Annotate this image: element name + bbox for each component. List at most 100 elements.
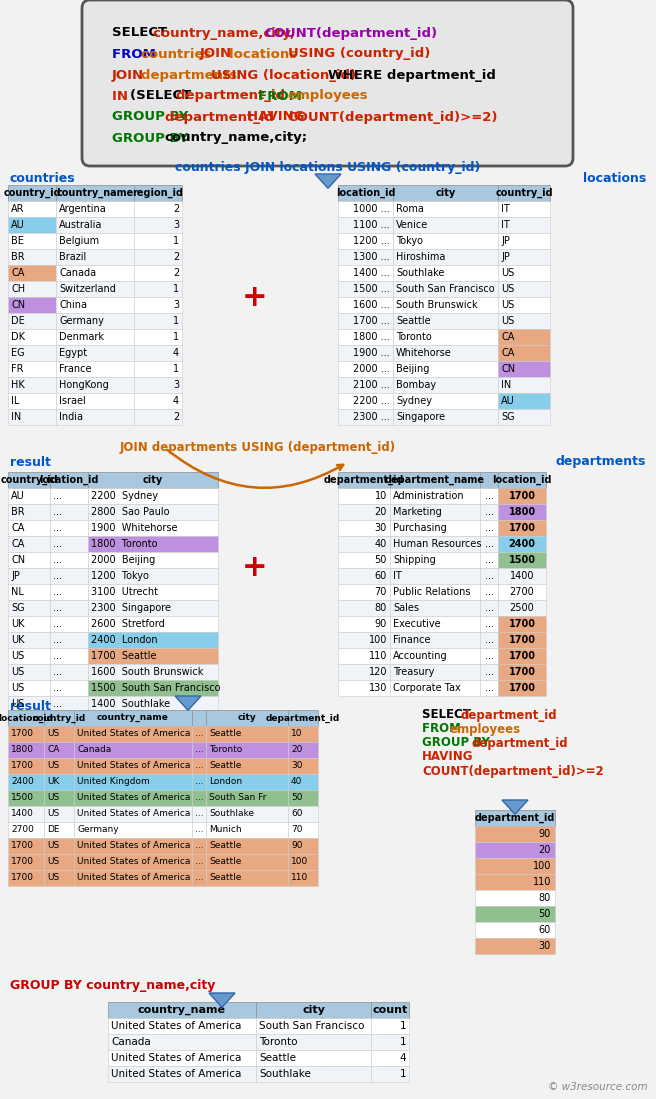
Text: CN: CN [501, 364, 515, 374]
Text: country_name: country_name [138, 1004, 226, 1015]
FancyBboxPatch shape [498, 201, 550, 217]
FancyBboxPatch shape [206, 774, 288, 790]
FancyBboxPatch shape [480, 632, 498, 648]
FancyBboxPatch shape [393, 393, 498, 409]
Text: IL: IL [11, 396, 20, 406]
FancyBboxPatch shape [88, 568, 218, 584]
FancyBboxPatch shape [338, 329, 393, 345]
Text: country_name: country_name [56, 188, 134, 198]
FancyBboxPatch shape [8, 726, 44, 742]
Text: 90: 90 [539, 829, 551, 839]
FancyBboxPatch shape [480, 504, 498, 520]
Text: ...: ... [195, 762, 203, 770]
FancyBboxPatch shape [56, 185, 134, 201]
FancyBboxPatch shape [44, 839, 74, 854]
Text: city: city [143, 475, 163, 485]
FancyBboxPatch shape [393, 313, 498, 329]
FancyBboxPatch shape [50, 648, 88, 664]
Text: Seattle: Seattle [209, 730, 241, 739]
FancyBboxPatch shape [134, 393, 182, 409]
FancyBboxPatch shape [44, 758, 74, 774]
Text: SG: SG [501, 412, 514, 422]
Text: 1700: 1700 [508, 523, 535, 533]
FancyBboxPatch shape [338, 552, 390, 568]
FancyBboxPatch shape [475, 906, 555, 922]
FancyBboxPatch shape [338, 185, 393, 201]
FancyBboxPatch shape [206, 790, 288, 806]
Text: IT: IT [501, 220, 510, 230]
FancyBboxPatch shape [206, 822, 288, 839]
Text: United Kingdom: United Kingdom [77, 777, 150, 787]
FancyBboxPatch shape [74, 726, 192, 742]
FancyBboxPatch shape [338, 520, 390, 536]
FancyBboxPatch shape [338, 265, 393, 281]
Text: 4: 4 [173, 348, 179, 358]
Text: COUNT(department_id)>=2): COUNT(department_id)>=2) [287, 111, 498, 123]
FancyBboxPatch shape [475, 858, 555, 874]
FancyBboxPatch shape [475, 842, 555, 858]
FancyBboxPatch shape [8, 584, 50, 600]
Text: ...: ... [485, 555, 493, 565]
Text: countries JOIN locations USING (country_id): countries JOIN locations USING (country_… [175, 160, 481, 174]
Text: 1000 ...: 1000 ... [354, 204, 390, 214]
Text: South San Francisco: South San Francisco [259, 1021, 364, 1031]
Text: 2200  Sydney: 2200 Sydney [91, 491, 158, 501]
FancyBboxPatch shape [8, 201, 56, 217]
FancyBboxPatch shape [134, 377, 182, 393]
FancyBboxPatch shape [50, 568, 88, 584]
Text: India: India [59, 412, 83, 422]
FancyBboxPatch shape [88, 600, 218, 617]
Text: 60: 60 [539, 925, 551, 935]
FancyBboxPatch shape [50, 520, 88, 536]
FancyBboxPatch shape [74, 870, 192, 886]
FancyBboxPatch shape [8, 870, 44, 886]
FancyBboxPatch shape [390, 664, 480, 680]
FancyBboxPatch shape [288, 710, 318, 726]
FancyBboxPatch shape [50, 632, 88, 648]
FancyBboxPatch shape [50, 504, 88, 520]
Text: US: US [47, 874, 59, 882]
Text: France: France [59, 364, 91, 374]
FancyBboxPatch shape [50, 600, 88, 617]
Text: ...: ... [53, 699, 62, 709]
Text: 20: 20 [539, 845, 551, 855]
FancyBboxPatch shape [44, 710, 74, 726]
Text: FR: FR [11, 364, 24, 374]
FancyBboxPatch shape [288, 854, 318, 870]
Text: 100: 100 [533, 861, 551, 872]
FancyBboxPatch shape [50, 584, 88, 600]
FancyBboxPatch shape [390, 648, 480, 664]
FancyBboxPatch shape [288, 839, 318, 854]
Text: location_id: location_id [0, 713, 53, 722]
Text: Bombay: Bombay [396, 380, 436, 390]
FancyBboxPatch shape [8, 345, 56, 360]
Text: country_name,city;: country_name,city; [165, 132, 308, 144]
FancyBboxPatch shape [56, 345, 134, 360]
Text: ...: ... [195, 842, 203, 851]
Text: 1700: 1700 [508, 651, 535, 660]
Text: HK: HK [11, 380, 25, 390]
FancyBboxPatch shape [338, 664, 390, 680]
FancyBboxPatch shape [8, 233, 56, 249]
Text: 60: 60 [375, 571, 387, 581]
Text: Whitehorse: Whitehorse [396, 348, 452, 358]
Text: United States of America: United States of America [77, 874, 190, 882]
Text: IT: IT [501, 204, 510, 214]
FancyBboxPatch shape [338, 297, 393, 313]
Text: JP: JP [501, 236, 510, 246]
Text: Brazil: Brazil [59, 252, 86, 262]
FancyBboxPatch shape [8, 680, 50, 696]
FancyBboxPatch shape [8, 839, 44, 854]
Text: Seattle: Seattle [209, 857, 241, 866]
FancyBboxPatch shape [393, 281, 498, 297]
Text: 20: 20 [291, 745, 302, 755]
FancyBboxPatch shape [88, 504, 218, 520]
FancyBboxPatch shape [390, 504, 480, 520]
Text: ...: ... [485, 587, 493, 597]
FancyBboxPatch shape [108, 1018, 256, 1034]
Text: 1: 1 [400, 1021, 406, 1031]
Text: SELECT: SELECT [112, 26, 172, 40]
Text: Germany: Germany [59, 317, 104, 326]
FancyBboxPatch shape [498, 249, 550, 265]
Text: 1700: 1700 [11, 874, 34, 882]
